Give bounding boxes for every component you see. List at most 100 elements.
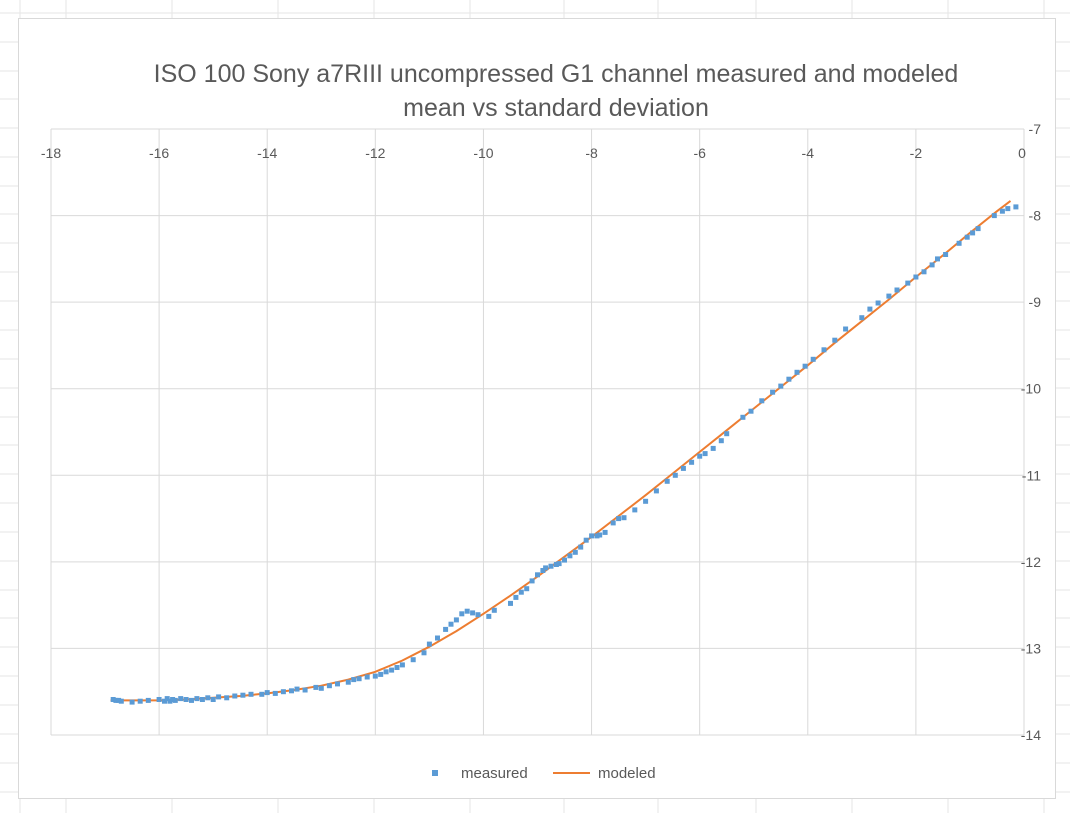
chart-title-line-2: mean vs standard deviation [403, 94, 709, 122]
data-point-measured [264, 690, 270, 696]
x-axis-tick-labels: -18 -16 -14 -12 -10 -8 -6 -4 -2 0 [41, 145, 1026, 161]
x-tick-label: -10 [473, 145, 493, 161]
data-point-measured [540, 568, 546, 573]
data-point-measured [294, 686, 300, 692]
data-point-measured [113, 697, 119, 703]
data-point-measured [759, 398, 765, 404]
data-point-measured [543, 565, 549, 571]
data-point-measured [621, 515, 627, 521]
y-axis-tick-labels: -7 -8 -9 -10 -11 -12 -13 -14 [1021, 121, 1041, 743]
x-tick-label: -16 [149, 145, 169, 161]
data-point-measured [259, 691, 265, 697]
data-point-measured [318, 685, 324, 691]
data-point-measured [156, 697, 162, 702]
data-point-measured [443, 626, 449, 632]
data-point-measured [821, 347, 827, 353]
data-point-measured [702, 451, 708, 457]
data-point-measured [421, 650, 427, 656]
data-point-measured [162, 698, 167, 704]
data-point-measured [459, 611, 465, 617]
data-point-measured [170, 697, 176, 702]
y-tick-label: -12 [1021, 554, 1041, 570]
x-tick-label: -6 [693, 145, 706, 161]
data-point-measured [643, 498, 649, 504]
data-point-measured [589, 533, 595, 539]
data-point-measured [1013, 204, 1019, 210]
data-point-measured [578, 544, 584, 550]
data-point-measured [664, 478, 670, 484]
data-point-measured [556, 561, 562, 567]
data-point-measured [956, 240, 962, 246]
data-point-measured [232, 693, 238, 699]
y-tick-label: -9 [1029, 294, 1042, 310]
data-point-measured [326, 683, 332, 689]
data-point-measured [475, 612, 481, 618]
y-tick-label: -11 [1022, 467, 1041, 483]
data-point-measured [594, 533, 600, 539]
data-point-measured [905, 280, 911, 286]
data-point-measured [602, 529, 608, 535]
data-point-measured [167, 698, 173, 704]
data-point-measured [302, 687, 308, 693]
data-point-measured [689, 459, 695, 465]
x-tick-label: -8 [585, 145, 598, 161]
data-point-measured [964, 234, 970, 240]
data-point-measured [335, 681, 340, 687]
series-line-modeled [110, 200, 1012, 702]
data-point-measured [491, 607, 497, 613]
legend: measured modeled [432, 765, 656, 782]
data-point-measured [935, 256, 940, 262]
chart-area[interactable]: ISO 100 Sony a7RIII uncompressed G1 chan… [18, 18, 1056, 799]
data-point-measured [778, 383, 784, 389]
data-point-measured [453, 617, 459, 623]
x-tick-label: -14 [257, 145, 277, 161]
data-point-measured [794, 369, 800, 375]
data-point-measured [875, 300, 881, 306]
data-point-measured [183, 697, 189, 702]
data-point-measured [859, 315, 865, 321]
data-point-measured [164, 696, 170, 702]
data-point-measured [399, 662, 405, 668]
data-point-measured [921, 269, 927, 275]
data-point-measured [378, 671, 384, 677]
data-point-measured [356, 676, 362, 682]
data-point-measured [364, 674, 370, 680]
data-point-measured [740, 414, 746, 420]
data-point-measured [435, 635, 440, 641]
data-point-measured [653, 488, 659, 494]
data-point-measured [189, 697, 194, 703]
data-point-measured [272, 690, 278, 696]
data-point-measured [999, 208, 1005, 214]
data-point-measured [426, 641, 432, 647]
data-point-measured [129, 699, 135, 705]
series-points-measured [110, 204, 1019, 705]
data-point-measured [118, 698, 124, 704]
data-point-measured [770, 389, 776, 395]
data-point-measured [894, 287, 900, 293]
data-point-measured [313, 684, 319, 690]
data-point-measured [913, 274, 919, 280]
data-point-measured [562, 557, 567, 563]
data-point-measured [508, 600, 513, 606]
data-point-measured [486, 613, 492, 619]
data-point-measured [389, 667, 395, 673]
data-point-measured [216, 694, 222, 700]
data-point-measured [697, 453, 703, 459]
data-point-measured [178, 696, 184, 702]
y-tick-label: -10 [1021, 381, 1041, 397]
data-point-measured [597, 532, 603, 538]
plot-gridlines [50, 128, 1025, 736]
chart-svg: ISO 100 Sony a7RIII uncompressed G1 chan… [41, 60, 1041, 782]
y-tick-label: -7 [1029, 121, 1042, 137]
data-point-measured [137, 698, 143, 704]
data-point-measured [616, 516, 622, 522]
data-point-measured [632, 507, 638, 513]
legend-label-measured: measured [461, 765, 528, 782]
data-point-measured [710, 445, 716, 451]
data-point-measured [886, 293, 892, 299]
data-point-measured [194, 696, 200, 702]
y-tick-label: -13 [1021, 640, 1041, 656]
data-point-measured [748, 408, 754, 414]
data-point-measured [210, 697, 216, 702]
x-tick-label: -12 [365, 145, 385, 161]
